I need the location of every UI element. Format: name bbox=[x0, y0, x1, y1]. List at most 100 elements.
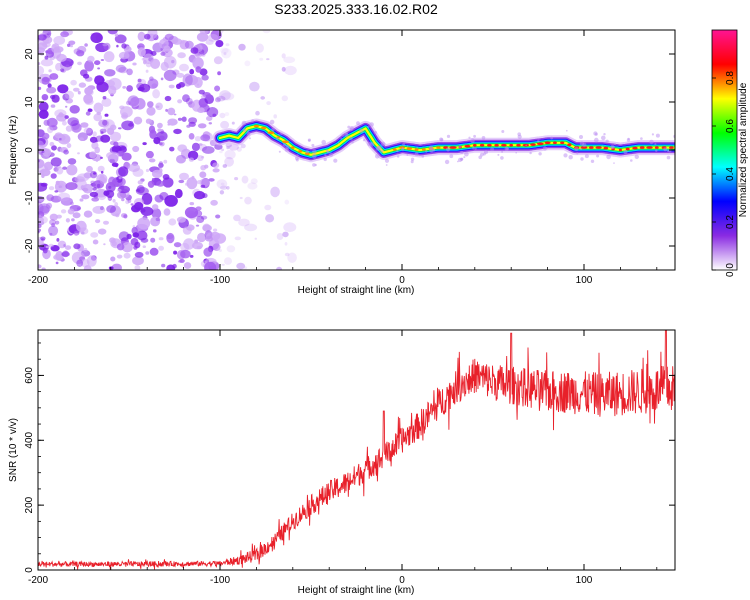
noise-blob bbox=[221, 48, 232, 59]
noise-blob bbox=[74, 232, 78, 236]
noise-blob bbox=[51, 145, 57, 151]
noise-blob bbox=[44, 161, 53, 171]
noise-blob bbox=[76, 207, 81, 210]
ridge-hotspot bbox=[654, 146, 659, 149]
ridge-halo-dot bbox=[246, 132, 251, 136]
noise-blob bbox=[191, 142, 200, 152]
noise-blob bbox=[224, 149, 236, 160]
noise-blob bbox=[50, 104, 56, 108]
noise-blob bbox=[212, 168, 220, 173]
ridge-halo-dot bbox=[341, 134, 345, 137]
ridge-halo-dot bbox=[326, 150, 330, 154]
noise-blob bbox=[116, 44, 119, 48]
noise-blob bbox=[177, 99, 183, 104]
noise-blob bbox=[123, 214, 128, 219]
ridge-halo-dot bbox=[402, 143, 406, 146]
x-tick-label: 0 bbox=[399, 275, 405, 286]
noise-blob bbox=[118, 166, 129, 177]
noise-blob bbox=[221, 263, 225, 266]
noise-blob bbox=[110, 124, 117, 131]
noise-blob bbox=[220, 185, 228, 190]
noise-blob bbox=[176, 216, 186, 223]
noise-blob bbox=[76, 50, 85, 57]
ridge-hotspot bbox=[298, 150, 303, 153]
noise-blob bbox=[81, 194, 86, 199]
noise-blob bbox=[48, 186, 55, 191]
noise-blob bbox=[38, 159, 41, 163]
snr-x-ticks: -200 -100 0 100 bbox=[28, 330, 658, 586]
snr-series-line bbox=[38, 330, 675, 570]
noise-blob bbox=[188, 117, 198, 124]
noise-blob bbox=[99, 178, 108, 184]
noise-blob bbox=[215, 214, 221, 219]
noise-blob bbox=[193, 77, 203, 88]
noise-blob bbox=[155, 102, 163, 111]
noise-blob bbox=[77, 90, 81, 95]
ridge-halo-dot bbox=[473, 134, 476, 138]
ridge-halo-dot bbox=[439, 137, 443, 142]
ridge-hotspot bbox=[603, 146, 609, 150]
noise-blob bbox=[158, 237, 164, 241]
noise-blob bbox=[287, 252, 297, 263]
ridge-halo-dot bbox=[367, 141, 372, 147]
noise-blob bbox=[142, 142, 147, 146]
noise-blob bbox=[63, 250, 69, 257]
noise-blob bbox=[273, 114, 278, 119]
noise-blob bbox=[143, 53, 154, 65]
noise-blob bbox=[59, 137, 62, 141]
noise-blob bbox=[254, 237, 257, 240]
noise-blob bbox=[89, 151, 97, 159]
noise-blob bbox=[161, 263, 166, 268]
noise-blob bbox=[121, 242, 133, 253]
ridge-hotspot bbox=[516, 143, 521, 147]
ridge-hotspot bbox=[580, 146, 588, 149]
noise-blob bbox=[48, 194, 53, 198]
noise-blob bbox=[179, 63, 189, 72]
noise-blob bbox=[282, 231, 289, 238]
noise-blob bbox=[65, 182, 78, 191]
noise-blob bbox=[55, 250, 64, 261]
ridge-halo-dot bbox=[397, 155, 400, 158]
noise-blob bbox=[69, 105, 80, 114]
noise-blob bbox=[132, 225, 136, 228]
ridge-halo-dot bbox=[362, 139, 366, 142]
noise-blob bbox=[151, 178, 155, 181]
noise-blob bbox=[145, 69, 149, 73]
noise-blob bbox=[62, 166, 67, 170]
noise-blob bbox=[55, 261, 59, 265]
noise-blob bbox=[244, 60, 251, 67]
y-tick-label: 0 bbox=[24, 147, 35, 153]
chart-title: S233.2025.333.16.02.R02 bbox=[274, 1, 438, 17]
ridge-hotspot bbox=[253, 124, 259, 128]
noise-blob bbox=[234, 236, 241, 241]
noise-blob bbox=[86, 255, 97, 267]
noise-blob bbox=[208, 122, 212, 125]
noise-blob bbox=[106, 151, 120, 160]
noise-blob bbox=[65, 64, 70, 68]
snr-panel: -200 -100 0 100 0 200 400 600 Height of straig… bbox=[8, 329, 676, 596]
noise-blob bbox=[83, 210, 93, 218]
noise-blob bbox=[56, 238, 60, 242]
noise-blob bbox=[266, 58, 270, 61]
noise-blob bbox=[115, 64, 127, 73]
noise-blob bbox=[38, 228, 41, 232]
noise-blob bbox=[202, 223, 211, 232]
ridge-halo-dot bbox=[500, 156, 504, 160]
noise-blob bbox=[103, 42, 111, 51]
ridge-halo-dot bbox=[613, 162, 615, 164]
colorbar: 0.0 0.2 0.4 0.6 0.8 Normalized spectral ampl… bbox=[711, 29, 749, 277]
colorbar-tick-label: 0.6 bbox=[725, 119, 736, 133]
noise-blob bbox=[215, 97, 221, 103]
noise-blob bbox=[111, 263, 122, 270]
noise-blob bbox=[38, 101, 49, 112]
noise-blob bbox=[151, 208, 162, 220]
ridge-halo-dot bbox=[380, 149, 384, 153]
noise-blob bbox=[216, 179, 228, 189]
ridge-hotspot bbox=[567, 143, 572, 146]
noise-blob bbox=[42, 248, 51, 260]
ridge-halo-dot bbox=[640, 137, 643, 140]
noise-blob bbox=[67, 208, 75, 215]
noise-blob bbox=[40, 58, 54, 67]
noise-blob bbox=[94, 75, 105, 86]
